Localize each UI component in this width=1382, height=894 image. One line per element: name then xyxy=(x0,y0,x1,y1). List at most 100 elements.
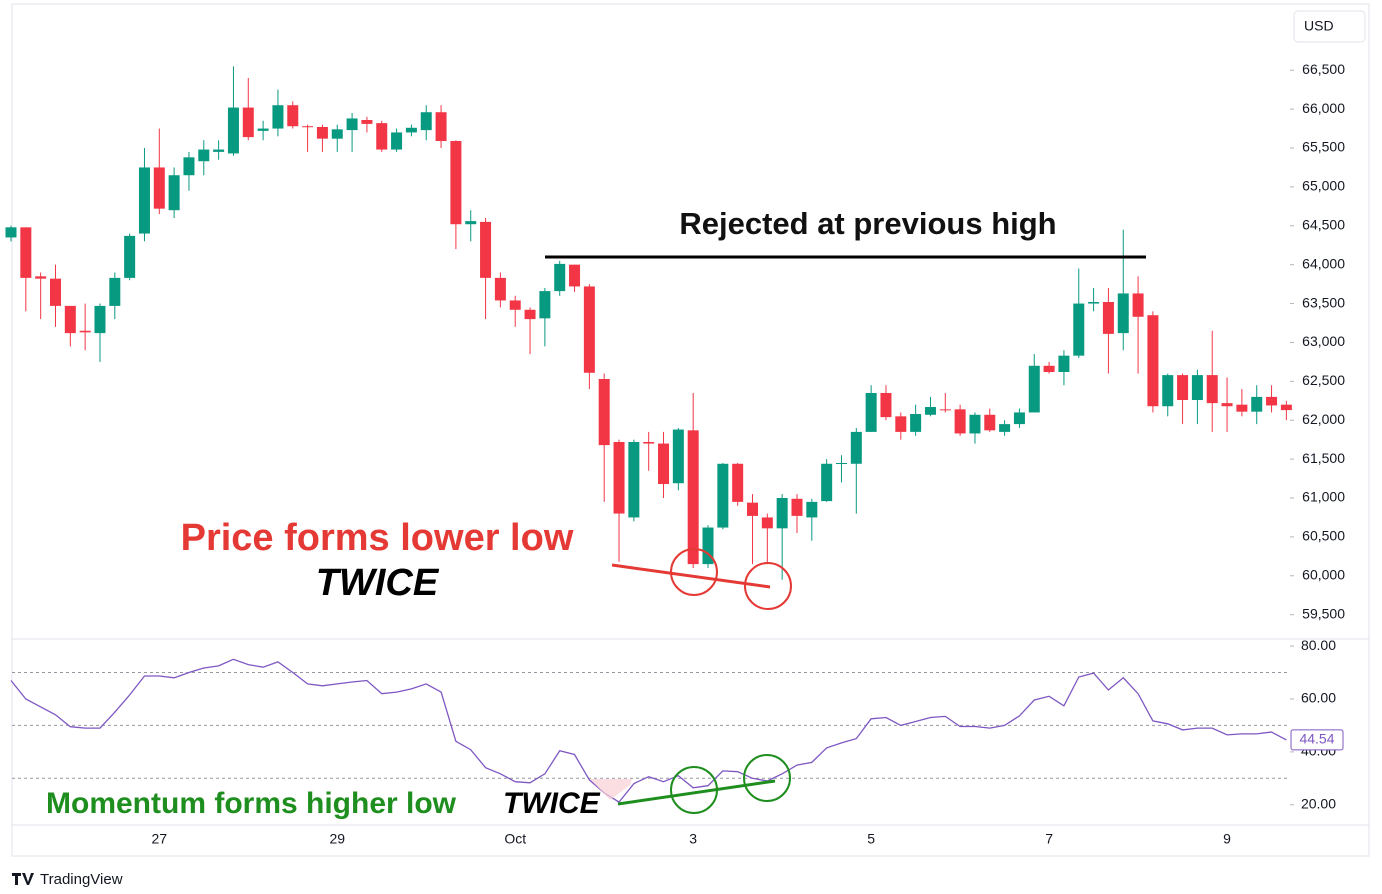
candle-body xyxy=(569,264,581,287)
value-tag xyxy=(1290,729,1344,751)
candle-body xyxy=(198,149,210,162)
candle-body xyxy=(776,498,788,529)
candle-body xyxy=(732,463,744,502)
logo xyxy=(12,873,34,885)
candle-body xyxy=(1117,293,1129,334)
candle-body xyxy=(658,443,670,484)
candle-body xyxy=(405,127,417,133)
candle-body xyxy=(969,414,981,434)
x-tick-label: 7 xyxy=(1045,831,1053,847)
candle-body xyxy=(1221,403,1233,407)
candle-body xyxy=(480,221,492,278)
candle-body xyxy=(806,501,818,518)
candle-body xyxy=(850,431,862,464)
candle-body xyxy=(1088,302,1100,304)
candle-body xyxy=(1132,293,1144,317)
candle-body xyxy=(465,221,477,225)
candle-body xyxy=(1147,315,1159,407)
x-tick-label: 9 xyxy=(1223,831,1231,847)
x-tick-label: 29 xyxy=(329,831,345,847)
frame xyxy=(11,3,1370,857)
candle-body xyxy=(361,120,373,124)
candle-body xyxy=(791,498,803,516)
candle-body xyxy=(598,379,610,446)
y-tick-label: 62,000 xyxy=(1302,411,1345,427)
candle-body xyxy=(761,517,773,529)
y-tick-label: 63,000 xyxy=(1302,333,1345,349)
candle-body xyxy=(94,305,106,334)
circle xyxy=(670,548,718,596)
lower-low-line xyxy=(611,563,771,589)
value-label: 44.54 xyxy=(1299,731,1334,747)
candle-body xyxy=(1058,355,1070,372)
candle-body xyxy=(1236,404,1248,412)
circle xyxy=(743,754,791,802)
candle-body xyxy=(420,112,432,131)
y-tick-label: 63,500 xyxy=(1302,294,1345,310)
candle-body xyxy=(939,409,951,411)
candle-body xyxy=(109,277,121,306)
candle-body xyxy=(687,430,699,565)
candle-body xyxy=(924,407,936,415)
candle-body xyxy=(316,127,328,139)
candle-body xyxy=(1043,365,1055,372)
annotation: Momentum forms higher low xyxy=(46,787,457,820)
candle-body xyxy=(984,414,996,431)
candle-body xyxy=(747,502,758,516)
candle-body xyxy=(64,305,76,334)
candle-body xyxy=(124,235,136,278)
candle-body xyxy=(79,330,91,333)
candle-body xyxy=(583,286,595,373)
candle-body xyxy=(613,442,625,514)
marks: 59,500 60,000 60,500 61,000 61,500 62,000 62,5… xyxy=(5,61,1345,847)
y-tick-label: 61,000 xyxy=(1302,489,1345,505)
candle-body xyxy=(628,442,640,518)
x-tick-label: 27 xyxy=(152,831,168,847)
candle-body xyxy=(880,393,892,418)
y-tick-label: 66,500 xyxy=(1302,61,1345,77)
candle-body xyxy=(1251,396,1263,412)
candle-body xyxy=(835,463,847,464)
candle-body xyxy=(213,149,225,152)
candle-body xyxy=(717,463,729,528)
candle-body xyxy=(865,393,877,432)
candle-body xyxy=(257,128,269,131)
candle-body xyxy=(643,442,655,444)
candle-body xyxy=(391,132,403,150)
x-tick-label: 3 xyxy=(689,831,697,847)
y-tick-label: 64,500 xyxy=(1302,216,1345,232)
y-tick-label: 60,000 xyxy=(1302,566,1345,582)
candle-body xyxy=(1280,404,1292,411)
candle-body xyxy=(153,167,165,209)
candle-body xyxy=(302,126,314,128)
y-tick-label: 64,000 xyxy=(1302,255,1345,271)
candle-body xyxy=(494,277,506,301)
candle-body xyxy=(435,112,447,141)
candle-body xyxy=(702,527,714,565)
y-tick-label: 80.00 xyxy=(1301,637,1336,653)
currency: USD xyxy=(1304,18,1334,34)
x-tick-label: 5 xyxy=(867,831,875,847)
y-tick-label: 62,500 xyxy=(1302,372,1345,388)
oversold-fill xyxy=(590,779,632,800)
y-tick-label: 20.00 xyxy=(1301,795,1336,811)
candle-body xyxy=(346,118,358,131)
candle-body xyxy=(183,157,195,176)
candle-body xyxy=(1266,396,1278,406)
candle-body xyxy=(1206,375,1218,404)
y-tick-label: 65,000 xyxy=(1302,178,1345,194)
candle-body xyxy=(138,167,150,234)
y-tick-label: 60,500 xyxy=(1302,528,1345,544)
candle-body xyxy=(331,129,343,139)
candle-body xyxy=(672,429,684,484)
candle-body xyxy=(1102,302,1114,334)
candle-body xyxy=(272,105,284,129)
candle-body xyxy=(35,276,47,279)
candle-body xyxy=(376,123,388,150)
y-tick-label: 61,500 xyxy=(1302,450,1345,466)
candle-body xyxy=(821,463,833,502)
y-tick-label: 60.00 xyxy=(1301,690,1336,706)
currency-box[interactable] xyxy=(1293,10,1366,43)
candle-body xyxy=(287,105,299,127)
